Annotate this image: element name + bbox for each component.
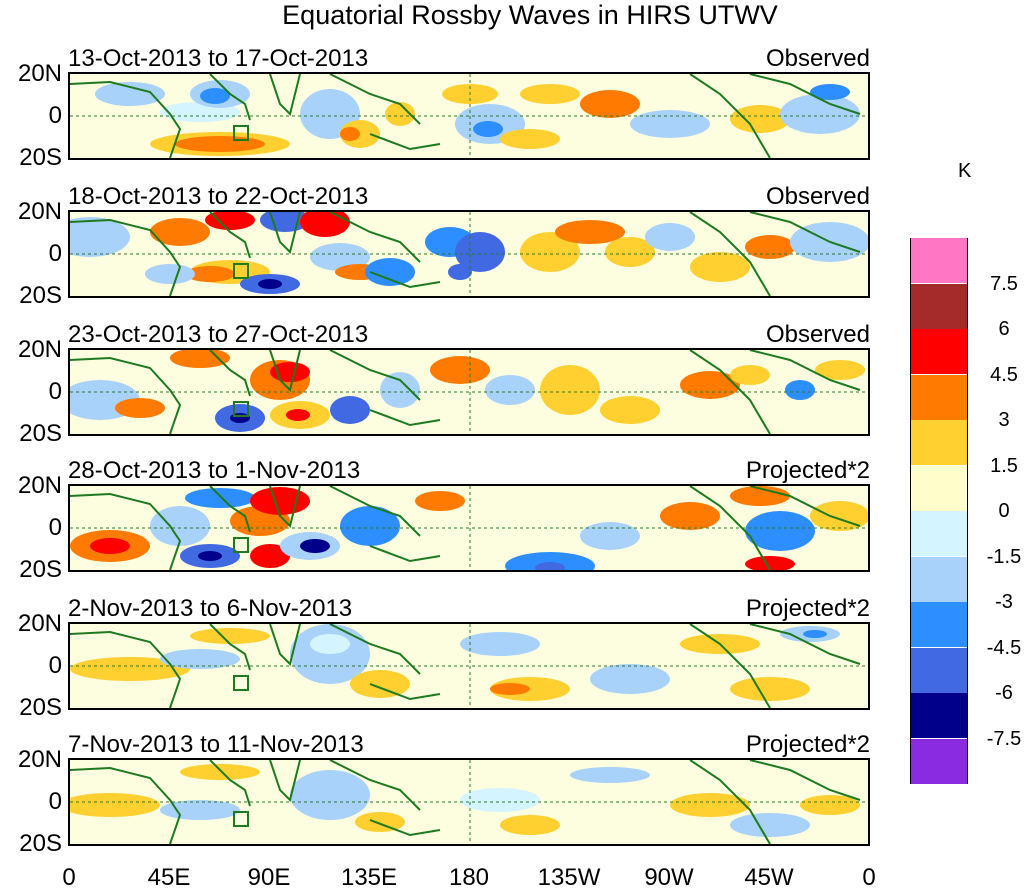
panel-type: Observed [765, 321, 870, 348]
figure-title: Equatorial Rossby Waves in HIRS UTWV [282, 0, 778, 30]
colorbar-swatch [910, 739, 968, 784]
colorbar-label: 3 [998, 409, 1010, 431]
lat-label-20n: 20N [17, 746, 62, 773]
colorbar-unit: K [958, 160, 972, 182]
lat-label-20n: 20N [17, 472, 62, 499]
colorbar-swatch [910, 602, 968, 647]
lat-label-20n: 20N [17, 336, 62, 363]
colorbar-swatch [910, 284, 968, 329]
panel-type: Projected*2 [745, 595, 870, 622]
lat-label-20s: 20S [19, 282, 62, 309]
anomaly-map [68, 622, 870, 710]
lat-label-0: 0 [48, 652, 62, 679]
panel-type: Observed [765, 45, 870, 72]
anomaly-map [68, 348, 870, 436]
anomaly-map [68, 484, 870, 572]
colorbar-label: -4.5 [986, 637, 1022, 659]
lat-label-0: 0 [48, 788, 62, 815]
lat-label-0: 0 [48, 240, 62, 267]
panel-date: 23-Oct-2013 to 27-Oct-2013 [68, 321, 369, 348]
colorbar-swatch [910, 648, 968, 693]
colorbar-swatch [910, 693, 968, 738]
lat-label-20s: 20S [19, 830, 62, 857]
colorbar-swatch [910, 511, 968, 556]
colorbar-label: 1.5 [990, 455, 1018, 477]
map-panel-5: 2-Nov-2013 to 6-Nov-2013 Projected*2 20N… [0, 596, 1024, 728]
colorbar-label: 4.5 [990, 364, 1018, 386]
lat-label-20s: 20S [19, 694, 62, 721]
lat-label-20s: 20S [19, 556, 62, 583]
lon-label-0-right: 0 [862, 864, 876, 891]
colorbar-swatch [910, 420, 968, 465]
colorbar-label: 6 [998, 318, 1010, 340]
map-panel-6: 7-Nov-2013 to 11-Nov-2013 Projected*2 20… [0, 732, 1024, 864]
lat-label-20s: 20S [19, 420, 62, 447]
lat-label-0: 0 [48, 514, 62, 541]
panel-type: Observed [765, 183, 870, 210]
lat-label-20s: 20S [19, 144, 62, 171]
colorbar-label: 0 [998, 500, 1010, 522]
lon-label-135e: 135E [340, 864, 398, 891]
colorbar-swatch [910, 238, 968, 283]
colorbar-swatch [910, 557, 968, 602]
panel-date: 13-Oct-2013 to 17-Oct-2013 [68, 45, 369, 72]
lon-label-180: 180 [448, 864, 490, 891]
lat-label-0: 0 [48, 378, 62, 405]
colorbar-label: -6 [995, 682, 1013, 704]
colorbar-label: -1.5 [986, 546, 1022, 568]
lon-label-45e: 45E [147, 864, 191, 891]
anomaly-map [68, 758, 870, 846]
lat-label-20n: 20N [17, 60, 62, 87]
lon-label-45w: 45W [744, 864, 794, 891]
panel-date: 28-Oct-2013 to 1-Nov-2013 [68, 457, 361, 484]
panel-type: Projected*2 [745, 731, 870, 758]
panel-date: 7-Nov-2013 to 11-Nov-2013 [68, 731, 364, 758]
map-panel-2: 18-Oct-2013 to 22-Oct-2013 Observed 20N … [0, 184, 1024, 316]
lat-label-20n: 20N [17, 198, 62, 225]
lon-label-0: 0 [62, 864, 76, 891]
lon-label-135w: 135W [537, 864, 601, 891]
colorbar-label: 7.5 [990, 273, 1018, 295]
colorbar-label: -7.5 [986, 728, 1022, 750]
panel-type: Projected*2 [745, 457, 870, 484]
colorbar-swatch [910, 329, 968, 374]
lon-label-90w: 90W [644, 864, 694, 891]
lon-label-90e: 90E [247, 864, 291, 891]
anomaly-map [68, 72, 870, 160]
colorbar-swatch [910, 375, 968, 420]
map-panel-1: 13-Oct-2013 to 17-Oct-2013 Observed 20N … [0, 46, 1024, 178]
map-panel-3: 23-Oct-2013 to 27-Oct-2013 Observed 20N … [0, 322, 1024, 454]
lat-label-0: 0 [48, 102, 62, 129]
panel-date: 2-Nov-2013 to 6-Nov-2013 [68, 595, 353, 622]
colorbar-swatch [910, 466, 968, 511]
panel-date: 18-Oct-2013 to 22-Oct-2013 [68, 183, 369, 210]
colorbar-label: -3 [995, 591, 1013, 613]
anomaly-map [68, 210, 870, 298]
lat-label-20n: 20N [17, 610, 62, 637]
map-panel-4: 28-Oct-2013 to 1-Nov-2013 Projected*2 20… [0, 458, 1024, 590]
